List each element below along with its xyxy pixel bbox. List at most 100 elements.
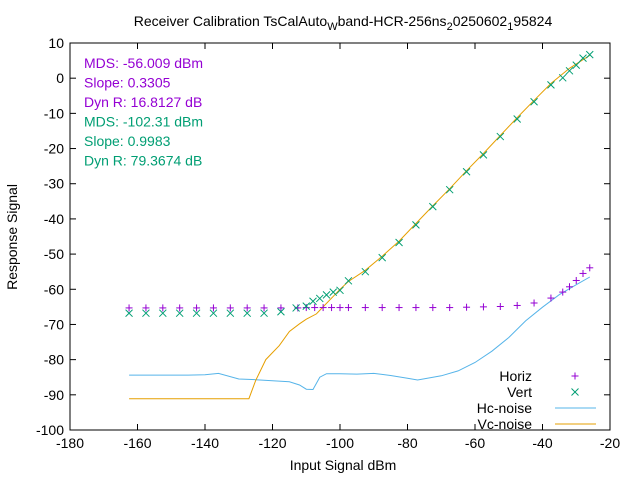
vert-point [395,238,403,247]
x-tick-label: -100 [326,435,354,451]
x-tick-label: -120 [258,435,286,451]
vert-point [412,221,420,229]
x-tick-label: -40 [532,435,552,451]
vert-point [479,151,488,159]
vert-point [496,132,505,141]
vert-point [322,291,331,299]
horiz-point [395,304,403,312]
x-tick-label: -140 [191,435,219,451]
vert-point [572,61,581,70]
y-tick-label: -70 [44,316,64,332]
horiz-point [193,304,201,312]
y-tick-label: -50 [44,246,64,262]
hc-noise-line [129,276,591,391]
horiz-point [302,304,310,312]
y-tick-label: -20 [44,141,64,157]
vert-point [260,309,268,318]
horiz-point [328,304,336,312]
vert-point [428,202,437,211]
horiz-point [496,303,504,311]
vert-point [315,294,324,303]
ticks: -180 -160 -140 -120 -100 -80 -60 -40 -20-100-90-… [36,35,620,451]
horiz-point [260,304,268,312]
horiz-point [243,304,251,312]
y-tick-label: -60 [44,281,64,297]
vert-point [142,309,150,318]
horiz-point [530,299,538,307]
y-tick-label: 10 [48,35,64,51]
y-axis-label: Response Signal [4,184,20,290]
vert-point [192,309,201,318]
horiz-point [294,304,302,312]
horiz-point [344,304,352,312]
annotation-text: MDS: -102.31 dBm [84,114,203,130]
series-layer [125,50,594,400]
horiz-point [125,304,133,312]
vert-point [361,267,370,276]
vc-noise-line [129,54,591,400]
x-tick-label: -20 [600,435,620,451]
horiz-point [142,304,150,312]
horiz-point [586,264,594,272]
horiz-point [579,269,587,277]
legend-label: Vert [507,384,532,400]
legend-swatch [571,388,579,396]
vert-point [329,288,338,296]
y-tick-label: -100 [36,422,64,438]
annotation-text: Slope: 0.9983 [84,133,171,149]
legend-label: Hc-noise [477,400,532,416]
annotation-text: MDS: -56.009 dBm [84,55,203,71]
horiz-point [559,288,567,296]
horiz-point [336,304,344,312]
y-tick-label: -80 [44,352,64,368]
vert-point [175,309,184,318]
y-tick-label: -90 [44,387,64,403]
horiz-point [209,304,217,312]
horiz-point [566,283,573,291]
annotation-text: Slope: 0.3305 [84,75,171,91]
vert-point [445,185,454,194]
y-tick-label: 0 [56,70,64,86]
annotation-text: Dyn R: 16.8127 dB [84,94,202,110]
y-tick-label: -40 [44,211,64,227]
vert-point [125,309,133,318]
vert-point [158,309,167,318]
horiz-point [547,294,555,302]
x-tick-label: -180 [56,435,84,451]
vert-point [302,302,311,311]
y-tick-label: -30 [44,176,64,192]
horiz-point [479,303,487,311]
vert-point [243,309,252,318]
horiz-point [572,276,580,284]
annotations: MDS: -56.009 dBm Slope: 0.3305 Dyn R: 16.8… [84,55,203,169]
horiz-point [159,304,167,312]
legend-label: Vc-noise [478,416,533,432]
vert-point [585,50,594,59]
horiz-point [361,304,369,312]
vert-point [513,115,522,123]
vert-point [309,297,317,306]
vert-point [226,309,235,318]
vert-point [209,309,218,318]
horiz-point [319,304,327,312]
legend-label: Horiz [499,368,532,384]
vert-point [378,253,387,262]
horiz-point [429,304,437,312]
vert-point [277,307,285,316]
vert-point [565,66,574,75]
x-axis-label: Input Signal dBm [290,457,397,473]
vert-point [292,304,300,312]
horiz-point [446,304,454,312]
horiz-point [226,304,234,312]
vert-point [530,97,538,106]
chart-title: Receiver Calibration TsCalAutoWband-HCR-… [134,13,553,33]
horiz-point [412,304,420,312]
vert-point [579,54,587,62]
vert-point [547,81,555,89]
horiz-point [463,303,471,311]
x-tick-label: -80 [397,435,417,451]
annotation-text: Dyn R: 79.3674 dB [84,153,202,169]
horiz-point [311,304,319,312]
